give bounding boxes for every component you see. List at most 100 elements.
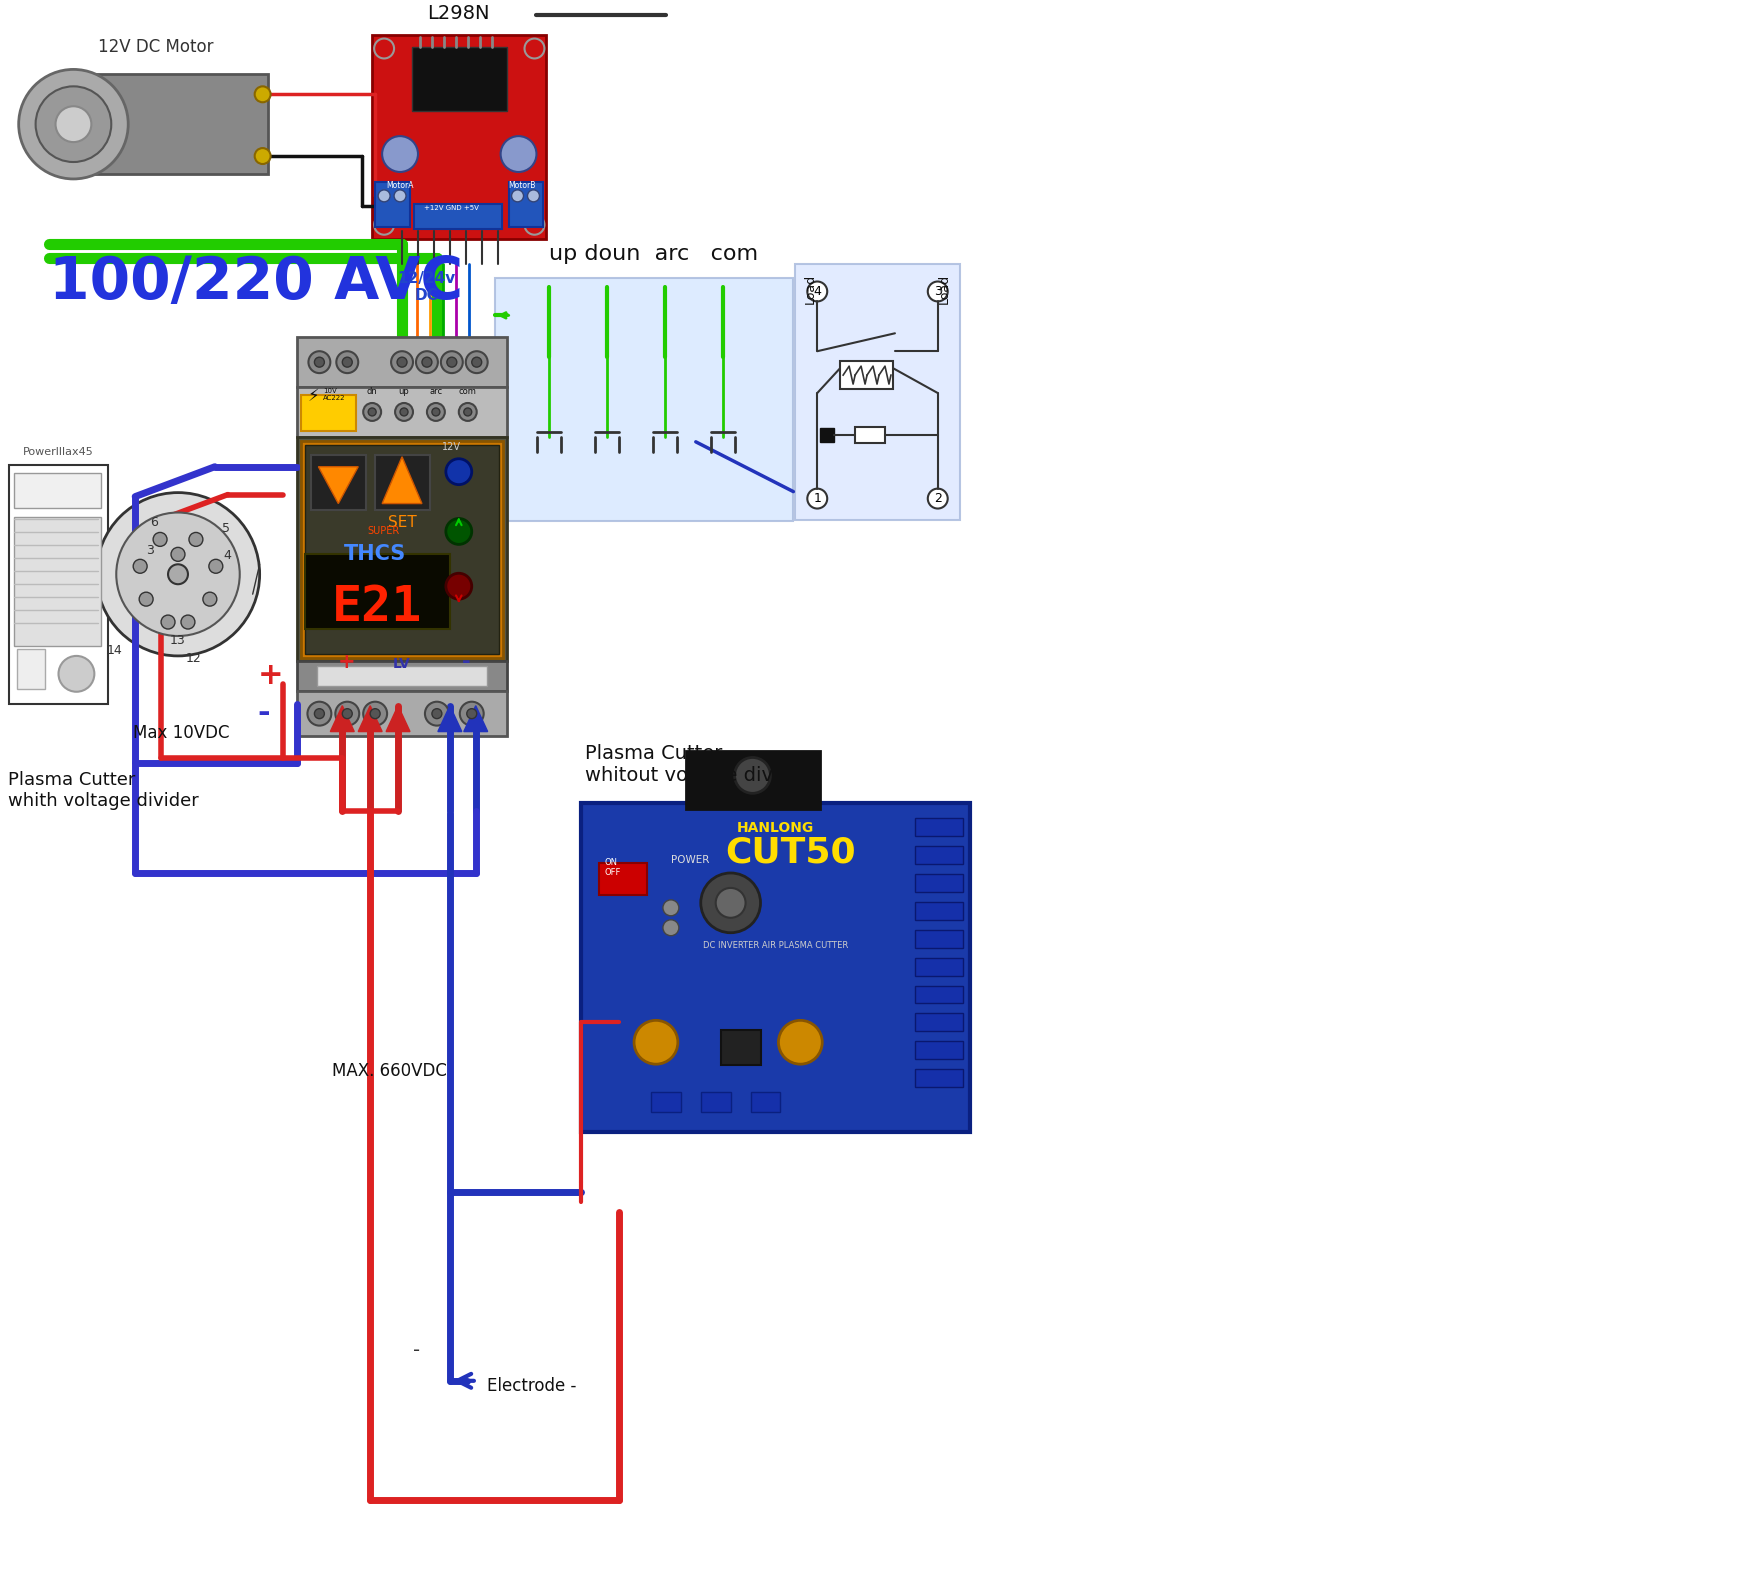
Bar bbox=[915, 930, 963, 947]
Bar bbox=[796, 264, 959, 520]
Circle shape bbox=[778, 1020, 822, 1064]
Circle shape bbox=[308, 702, 331, 726]
Circle shape bbox=[524, 39, 544, 58]
Circle shape bbox=[528, 190, 540, 201]
Text: 1: 1 bbox=[813, 492, 822, 506]
Circle shape bbox=[139, 592, 153, 606]
Polygon shape bbox=[359, 705, 382, 732]
Circle shape bbox=[422, 357, 431, 368]
Bar bbox=[301, 394, 356, 430]
Text: L298N: L298N bbox=[428, 3, 489, 22]
Circle shape bbox=[512, 190, 523, 201]
Text: Plasma Cutter
whith voltage divider: Plasma Cutter whith voltage divider bbox=[7, 771, 199, 811]
Circle shape bbox=[315, 357, 324, 368]
Text: HANLONG: HANLONG bbox=[737, 822, 815, 836]
Circle shape bbox=[375, 39, 394, 58]
Bar bbox=[750, 1092, 780, 1112]
Text: com: com bbox=[459, 386, 477, 396]
Text: CUT50: CUT50 bbox=[725, 836, 855, 869]
Circle shape bbox=[664, 919, 679, 936]
Circle shape bbox=[716, 888, 746, 917]
Circle shape bbox=[56, 107, 92, 141]
Circle shape bbox=[255, 148, 271, 163]
Text: -: - bbox=[257, 699, 271, 727]
Circle shape bbox=[928, 489, 947, 509]
Bar bbox=[509, 182, 544, 226]
Bar bbox=[651, 1092, 681, 1112]
Text: LV: LV bbox=[392, 657, 410, 671]
Bar bbox=[414, 204, 502, 229]
Circle shape bbox=[58, 657, 95, 691]
Circle shape bbox=[466, 709, 477, 718]
Circle shape bbox=[363, 702, 387, 726]
Circle shape bbox=[445, 459, 472, 484]
Bar bbox=[720, 1031, 760, 1065]
Circle shape bbox=[431, 408, 440, 416]
Circle shape bbox=[341, 709, 352, 718]
Text: ON: ON bbox=[604, 858, 618, 867]
Circle shape bbox=[445, 573, 472, 599]
Bar bbox=[820, 427, 834, 441]
Circle shape bbox=[97, 493, 260, 657]
Bar bbox=[598, 862, 648, 895]
Text: +: + bbox=[257, 661, 283, 690]
Bar bbox=[14, 473, 102, 507]
Text: POWER: POWER bbox=[671, 855, 709, 866]
Polygon shape bbox=[438, 705, 461, 732]
Circle shape bbox=[167, 564, 188, 584]
Text: 10V
AC222: 10V AC222 bbox=[324, 388, 347, 401]
Text: 2: 2 bbox=[935, 492, 942, 506]
Bar bbox=[915, 1070, 963, 1087]
Text: MAX. 660VDC: MAX. 660VDC bbox=[333, 1062, 447, 1081]
Bar bbox=[301, 441, 503, 658]
Text: Plasma Cutter
whitout voltage divider: Plasma Cutter whitout voltage divider bbox=[586, 745, 811, 786]
Bar bbox=[915, 1013, 963, 1031]
Bar bbox=[686, 751, 820, 809]
Text: +: + bbox=[338, 652, 356, 672]
Circle shape bbox=[153, 533, 167, 547]
Bar bbox=[297, 691, 507, 735]
Circle shape bbox=[428, 404, 445, 421]
Text: MotorB: MotorB bbox=[509, 181, 537, 190]
Circle shape bbox=[209, 559, 224, 573]
Text: Max 10VDC: Max 10VDC bbox=[134, 724, 231, 742]
Text: THCS: THCS bbox=[343, 545, 407, 564]
Circle shape bbox=[808, 281, 827, 302]
Text: E21: E21 bbox=[333, 583, 422, 632]
Bar bbox=[915, 985, 963, 1004]
Circle shape bbox=[664, 900, 679, 916]
Text: 5: 5 bbox=[222, 523, 231, 536]
Bar bbox=[375, 454, 429, 509]
Circle shape bbox=[255, 86, 271, 102]
Text: 4: 4 bbox=[813, 284, 822, 298]
Circle shape bbox=[466, 352, 488, 374]
Circle shape bbox=[382, 137, 417, 171]
Bar bbox=[915, 818, 963, 836]
Text: -: - bbox=[461, 652, 470, 672]
Circle shape bbox=[19, 69, 128, 179]
Circle shape bbox=[162, 616, 174, 628]
Circle shape bbox=[378, 190, 391, 201]
Circle shape bbox=[500, 137, 537, 171]
Circle shape bbox=[375, 215, 394, 234]
Text: SET: SET bbox=[387, 515, 417, 529]
Text: 100/220 AVC: 100/220 AVC bbox=[49, 253, 463, 311]
Circle shape bbox=[400, 408, 408, 416]
Circle shape bbox=[341, 357, 352, 368]
Circle shape bbox=[700, 873, 760, 933]
Polygon shape bbox=[382, 457, 422, 504]
Circle shape bbox=[336, 702, 359, 726]
Circle shape bbox=[368, 408, 377, 416]
Bar bbox=[915, 902, 963, 919]
Text: +12V GND +5V: +12V GND +5V bbox=[424, 204, 479, 211]
Circle shape bbox=[336, 352, 359, 374]
Text: 3: 3 bbox=[146, 544, 155, 558]
Bar bbox=[9, 465, 109, 704]
Text: Load: Load bbox=[938, 273, 950, 303]
Text: 12/24v
DC: 12/24v DC bbox=[398, 270, 456, 303]
Circle shape bbox=[394, 404, 414, 421]
Bar bbox=[306, 445, 498, 654]
Circle shape bbox=[391, 352, 414, 374]
Text: 13: 13 bbox=[171, 635, 187, 647]
Bar bbox=[840, 361, 892, 390]
